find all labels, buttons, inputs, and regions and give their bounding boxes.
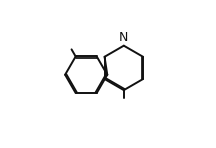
Text: N: N [119,31,129,44]
